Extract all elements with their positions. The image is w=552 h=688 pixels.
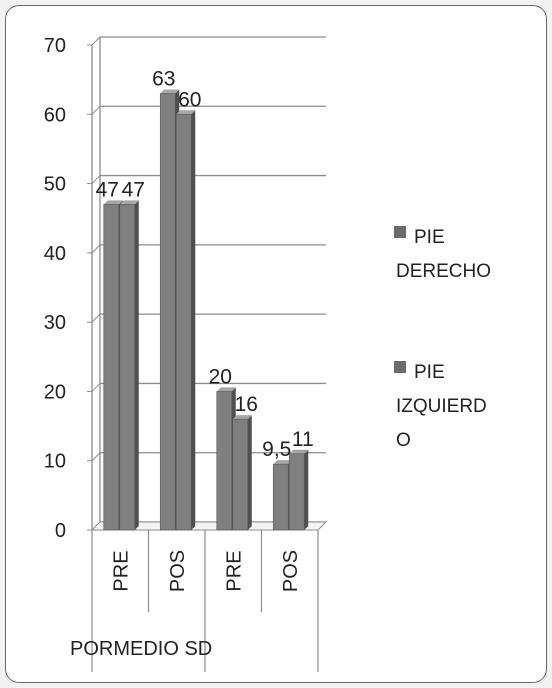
bar-side	[304, 449, 309, 530]
legend-label: O	[396, 430, 411, 451]
data-label: 16	[235, 393, 258, 416]
legend: PIE DERECHO PIE IZQUIERD O	[394, 226, 491, 451]
y-tick-label: 40	[44, 243, 66, 265]
data-label: 20	[209, 365, 232, 388]
data-label: 47	[96, 178, 119, 201]
bar-top	[216, 387, 236, 392]
legend-label: IZQUIERD	[396, 396, 487, 417]
bar-top	[273, 460, 293, 465]
category-label: POS	[167, 550, 189, 592]
legend-label: DERECHO	[396, 261, 491, 282]
bar-pie-izquierdo	[288, 453, 305, 531]
gridline-depth	[91, 452, 101, 462]
data-label: 47	[122, 178, 145, 201]
legend-swatch	[394, 226, 406, 238]
data-label: 11	[292, 428, 314, 451]
bar-pie-derecho	[272, 463, 289, 531]
axes: 0 10 20 30 40 50 60 70	[44, 35, 328, 672]
y-tick-label: 0	[55, 520, 66, 542]
data-label: 63	[152, 68, 175, 91]
category-label: POS	[280, 550, 302, 592]
data-label: 60	[178, 88, 201, 111]
bar-side	[191, 110, 196, 531]
bar-pie-derecho	[103, 204, 120, 531]
gridline-depth	[91, 36, 101, 46]
bar-pie-izquierdo	[232, 418, 249, 531]
gridline-depth	[91, 313, 101, 323]
y-tick-label: 60	[44, 104, 66, 126]
bar-pie-derecho	[216, 391, 233, 531]
bar-top	[232, 415, 252, 420]
legend-label: PIE	[414, 227, 445, 248]
legend-label: PIE	[414, 362, 445, 383]
gridline-depth	[91, 244, 101, 254]
y-tick-label: 70	[44, 35, 66, 57]
data-label: 9,5	[262, 438, 291, 461]
bar-top	[289, 449, 309, 454]
bar-top	[103, 200, 123, 205]
group-label: PORMEDIO SD	[70, 638, 212, 660]
bar-side	[134, 200, 139, 530]
bar-top	[160, 89, 180, 94]
gridline-depth	[91, 175, 101, 184]
y-tick-label: 30	[44, 312, 66, 334]
bars	[103, 89, 309, 531]
bar-top	[176, 110, 196, 115]
y-tick-label: 10	[44, 451, 66, 473]
bar-pie-izquierdo	[175, 113, 192, 531]
legend-swatch	[394, 361, 406, 373]
chart-frame	[5, 5, 547, 683]
gridline-depth	[91, 105, 101, 115]
y-tick-label: 20	[44, 381, 66, 403]
y-tick-label: 50	[44, 174, 66, 196]
bar-side	[247, 415, 252, 530]
gridline-depth	[91, 383, 101, 392]
bar-top	[119, 200, 139, 205]
labels: 47 63 20 9,5 47 60 16 11 PRE POS PRE POS PORMEDIO SD	[70, 68, 314, 661]
category-label: PRE	[110, 550, 132, 591]
bar-pie-derecho	[159, 93, 176, 531]
category-label: PRE	[223, 550, 245, 591]
bar-pie-izquierdo	[119, 204, 136, 531]
